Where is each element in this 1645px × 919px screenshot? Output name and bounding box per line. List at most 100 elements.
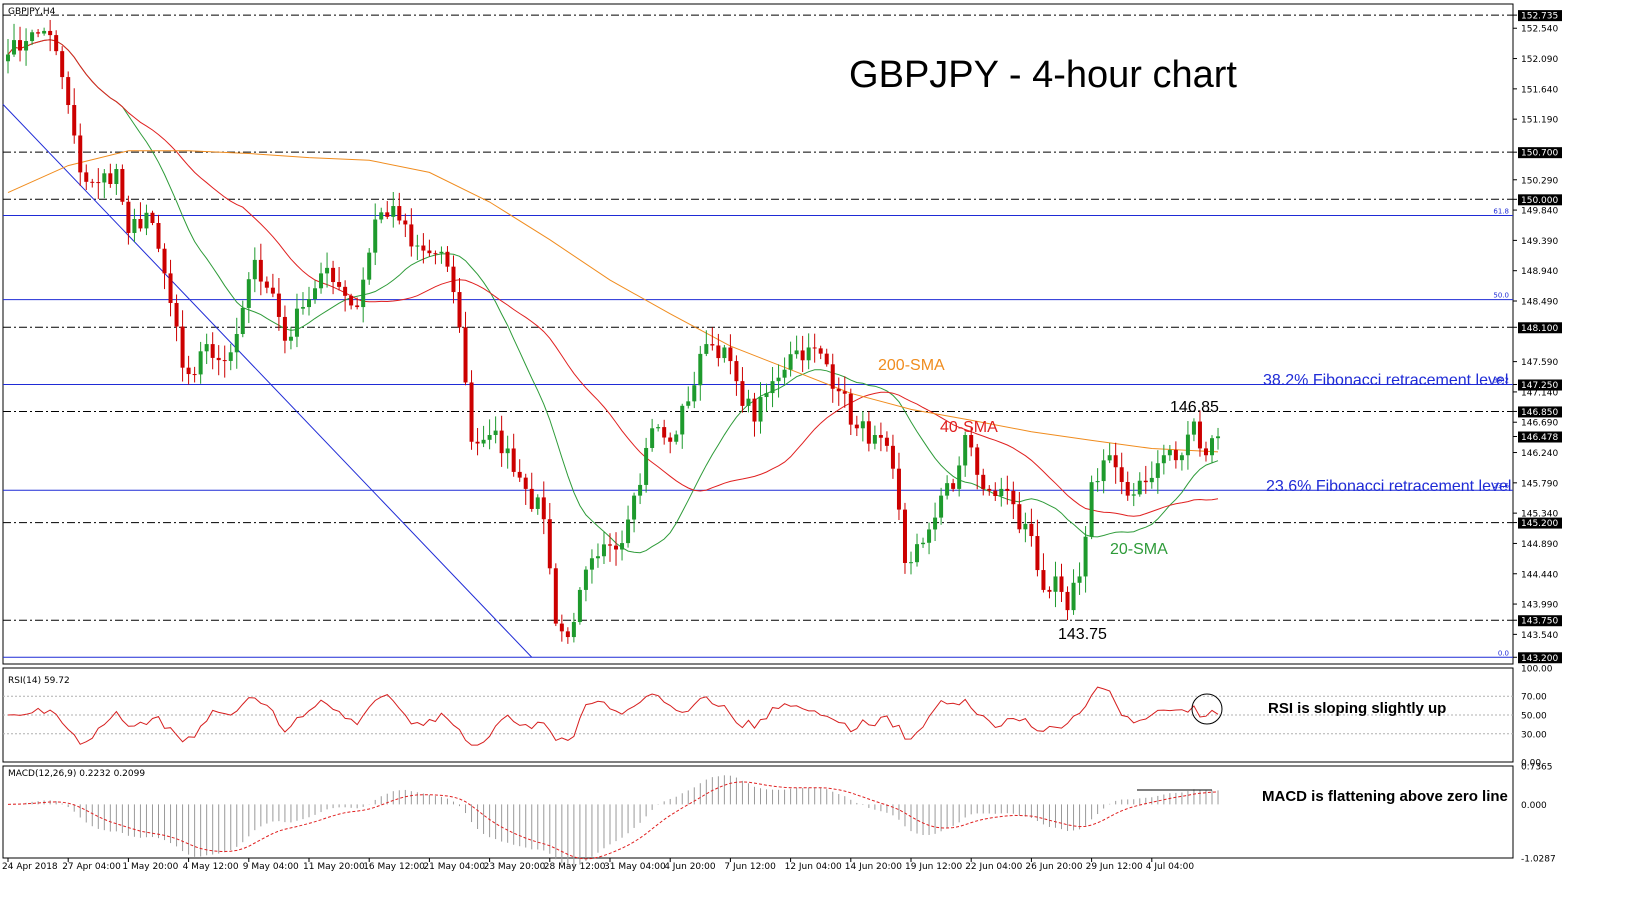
candle-body — [860, 421, 865, 429]
candle-22 — [138, 202, 143, 232]
candle-95 — [577, 587, 582, 625]
candle-body — [1149, 477, 1154, 483]
candle-183 — [1107, 443, 1112, 464]
candle-99 — [601, 531, 606, 565]
candle-187 — [1131, 483, 1136, 507]
candle-146 — [884, 431, 889, 452]
price-tick-label: 146.240 — [1521, 449, 1558, 459]
candle-body — [469, 382, 474, 442]
candle-body — [1035, 536, 1040, 571]
candle-body — [565, 631, 570, 638]
candle-body — [282, 316, 287, 341]
candle-177 — [1071, 569, 1076, 615]
candle-1 — [12, 23, 17, 57]
time-tick-label: 4 May 12:00 — [183, 862, 239, 872]
candle-164 — [993, 482, 998, 501]
candle-body — [463, 327, 468, 383]
candle-136 — [824, 348, 829, 367]
candle-174 — [1053, 561, 1058, 608]
time-tick-label: 16 May 12:00 — [363, 862, 425, 872]
candle-body — [812, 347, 817, 349]
candle-body — [403, 220, 408, 225]
candle-body — [138, 218, 143, 229]
candle-body — [361, 279, 366, 308]
candle-body — [927, 529, 932, 543]
candle-91 — [553, 563, 558, 627]
candle-180 — [1089, 475, 1094, 540]
candle-body — [1173, 449, 1178, 461]
candle-153 — [927, 522, 932, 555]
candle-104 — [632, 492, 637, 533]
candle-body — [559, 623, 564, 632]
price-tick-label: 147.140 — [1521, 388, 1558, 398]
candle-body — [487, 435, 492, 440]
candle-43 — [264, 276, 269, 294]
candle-body — [710, 344, 715, 346]
candle-body — [1216, 436, 1221, 439]
candle-body — [1203, 448, 1208, 456]
candle-body — [48, 30, 53, 36]
price-tick-box — [1518, 194, 1562, 206]
candle-body — [1077, 576, 1082, 583]
candle-87 — [529, 472, 534, 512]
rsi-line — [7, 686, 1219, 746]
candle-body — [662, 427, 667, 438]
candle-139 — [842, 376, 847, 408]
candle-body — [511, 448, 516, 472]
candle-body — [325, 267, 330, 274]
candle-body — [114, 169, 119, 185]
candle-body — [770, 381, 775, 394]
candle-body — [78, 135, 83, 173]
candle-body — [1143, 480, 1148, 483]
candle-body — [427, 250, 432, 254]
candle-body — [1185, 434, 1190, 456]
price-tick-label: 148.100 — [1521, 324, 1558, 334]
candle-103 — [626, 505, 631, 548]
candle-14 — [90, 178, 95, 188]
candle-body — [722, 347, 727, 359]
fibonacci-levels: 61.8 50.0 38.2 23.6 0.0 — [3, 207, 1513, 658]
candle-69 — [421, 233, 426, 264]
candle-2 — [18, 26, 23, 62]
time-tick-label: 24 Apr 2018 — [2, 862, 58, 872]
candle-32 — [198, 341, 203, 384]
candle-41 — [252, 247, 257, 293]
candle-body — [951, 483, 956, 489]
candle-148 — [896, 452, 901, 521]
candle-body — [499, 430, 504, 454]
candle-body — [373, 219, 378, 253]
candle-body — [764, 393, 769, 398]
candle-body — [608, 544, 612, 546]
candle-142 — [860, 411, 865, 442]
time-tick-label: 14 Jun 20:00 — [845, 862, 902, 872]
candle-169 — [1023, 512, 1028, 543]
candle-155 — [939, 487, 944, 525]
candle-130 — [788, 341, 793, 377]
candle-body — [204, 344, 209, 352]
candle-165 — [999, 477, 1004, 507]
price-tick-box — [1518, 652, 1562, 664]
time-tick-label: 21 May 04:00 — [423, 862, 485, 872]
candle-78 — [475, 428, 480, 456]
candle-body — [1011, 490, 1016, 505]
candle-107 — [650, 418, 655, 452]
candle-31 — [192, 366, 197, 383]
candle-5 — [36, 29, 41, 38]
candle-body — [96, 182, 101, 184]
candle-body — [1089, 482, 1094, 537]
candle-7 — [48, 19, 53, 52]
candle-76 — [463, 311, 468, 386]
candle-body — [716, 345, 721, 359]
candle-10 — [66, 71, 71, 114]
candle-179 — [1083, 526, 1088, 593]
candle-body — [433, 253, 438, 255]
candle-body — [704, 344, 709, 354]
label-20-sma: 20-SMA — [1110, 541, 1168, 558]
candle-body — [1047, 589, 1052, 592]
candle-body — [156, 223, 161, 249]
candle-152 — [921, 537, 926, 548]
candle-body — [397, 206, 402, 221]
candle-body — [535, 497, 540, 509]
candle-body — [553, 568, 558, 624]
macd-label: MACD(12,26,9) 0.2232 0.2099 — [8, 769, 145, 779]
